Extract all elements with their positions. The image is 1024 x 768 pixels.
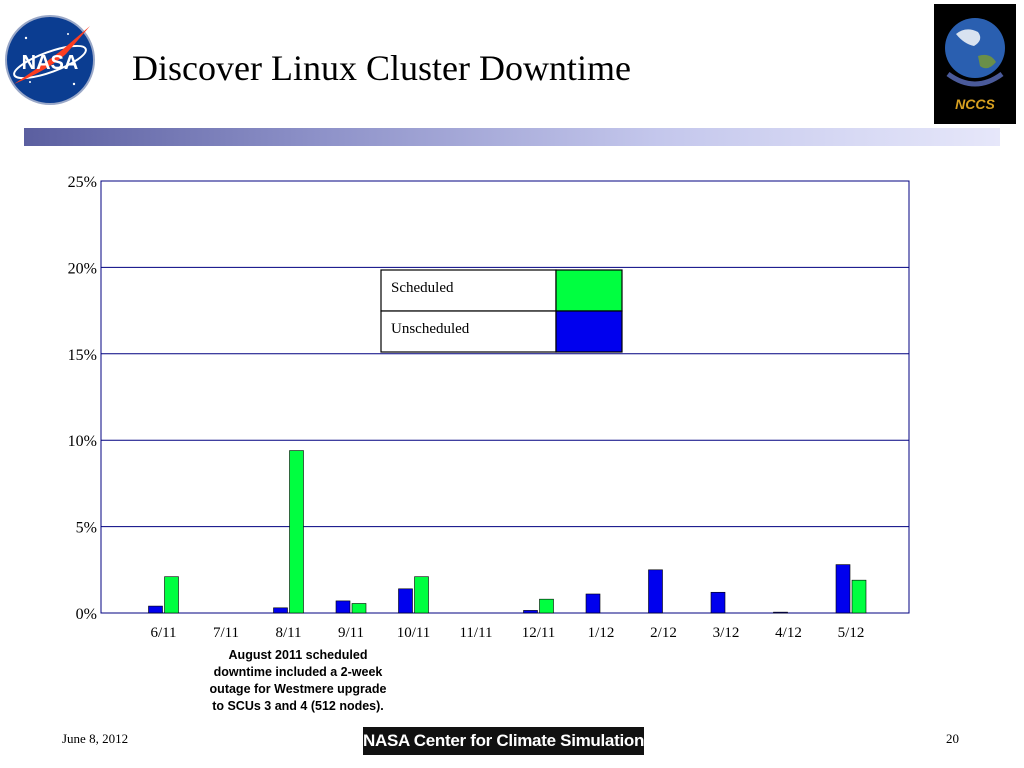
plot-area [100,180,910,614]
x-tick-label: 6/11 [150,625,176,641]
unscheduled-bar [335,600,351,614]
unscheduled-bar [273,607,288,614]
scheduled-bar [289,450,304,614]
title-underline-bar [24,128,1000,146]
x-axis-ticks: 6/11 7/11 8/11 9/11 10/11 11/11 12/11 1/12 2/12 3… [150,625,864,641]
legend-swatch [555,269,623,312]
unscheduled-bar [148,605,163,614]
unscheduled-bar [773,611,788,614]
y-tick-label: 0% [76,606,97,623]
nccs-logo: NCCS [934,4,1016,124]
legend: Scheduled Unscheduled [380,269,623,353]
note-line: outage for Westmere upgrade [209,682,387,696]
scheduled-bar [851,579,867,614]
legend-label: Unscheduled [391,321,470,337]
legend-swatch [555,310,623,353]
unscheduled-bar [835,564,851,614]
footer-date: June 8, 2012 [62,731,129,746]
x-tick-label: 2/12 [650,625,677,641]
bars [148,450,867,614]
y-tick-label: 20% [68,260,97,277]
x-tick-label: 7/11 [213,625,239,641]
y-tick-label: 25% [68,174,97,191]
x-tick-label: 4/12 [775,625,802,641]
y-axis-ticks: 0% 5% 10% 15% 20% 25% [68,174,97,623]
unscheduled-bar [398,588,413,614]
note-line: August 2011 scheduled [228,648,368,662]
x-tick-label: 11/11 [459,625,492,641]
legend-label: Scheduled [391,280,454,296]
scheduled-bar [351,603,367,614]
unscheduled-bar [648,569,663,614]
nasa-logo: NASA [5,15,95,105]
legend-label-cell [380,310,557,353]
note-line: downtime included a 2-week [213,665,383,679]
x-tick-label: 10/11 [397,625,431,641]
x-tick-label: 12/11 [522,625,556,641]
x-tick-label: 1/12 [588,625,615,641]
gridlines [101,266,909,528]
x-tick-label: 9/11 [338,625,364,641]
scheduled-bar [539,598,554,614]
nasa-logo-text: NASA [22,52,79,74]
unscheduled-bar [710,591,726,614]
scheduled-bar [164,576,179,614]
y-tick-label: 10% [68,433,97,450]
downtime-chart: 0% 5% 10% 15% 20% 25% 6/11 7/11 8/11 9/11 10/11 11… [68,174,910,641]
unscheduled-bar [585,593,601,614]
page-title: Discover Linux Cluster Downtime [132,48,631,88]
page-number: 20 [946,731,959,746]
y-tick-label: 15% [68,347,97,364]
note-line: to SCUs 3 and 4 (512 nodes). [212,699,384,713]
x-tick-label: 3/12 [713,625,740,641]
unscheduled-bar [523,610,538,614]
nccs-logo-text: NCCS [955,96,995,112]
x-tick-label: 5/12 [838,625,865,641]
x-tick-label: 8/11 [275,625,301,641]
footer-banner: NASA Center for Climate Simulation [363,727,644,755]
scheduled-bar [414,576,429,614]
august-note: August 2011 scheduled downtime included … [186,647,410,715]
y-tick-label: 5% [76,520,97,537]
